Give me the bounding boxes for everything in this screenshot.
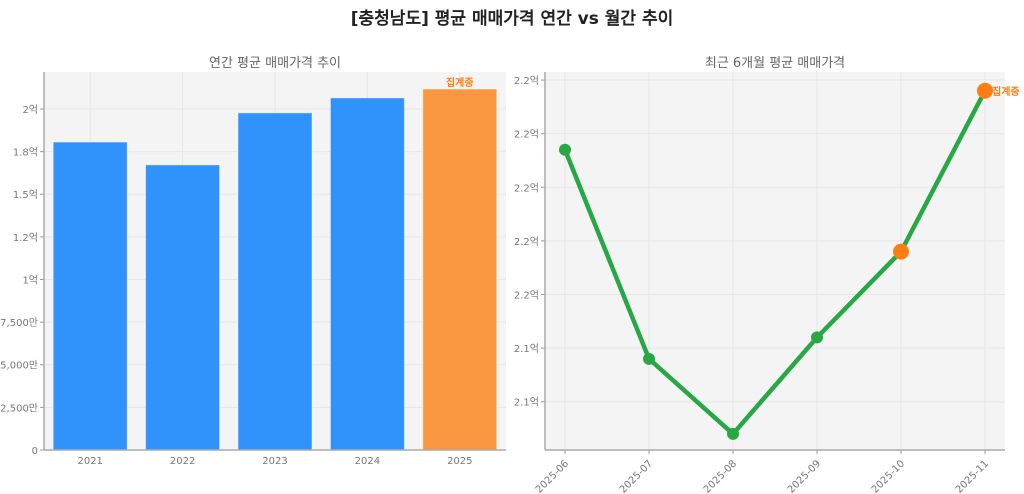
y-tick-label: 7,500만 [0, 317, 38, 329]
y-tick-label: 2.1억 [514, 397, 539, 409]
y-tick-label: 2,500만 [0, 402, 38, 414]
y-tick-label: 2.2억 [514, 236, 539, 248]
bar-2023 [237, 112, 313, 451]
x-tick-label: 2025-08 [702, 458, 739, 494]
y-tick-label: 2.2억 [514, 129, 539, 141]
y-tick-label: 2.2억 [514, 182, 539, 194]
figure-title: [충청남도] 평균 매매가격 연간 vs 월간 추이 [350, 9, 674, 29]
series-line [562, 89, 987, 437]
bar-2025 [422, 88, 498, 451]
x-tick-label: 2025-09 [786, 458, 823, 494]
point-2025-10 [893, 243, 909, 260]
y-tick-label: 2.2억 [514, 75, 539, 87]
x-tick-label: 2025-10 [870, 458, 907, 494]
bar-2022 [145, 164, 221, 451]
y-tick-label: 2.1억 [514, 343, 539, 355]
x-tick-label: 2025 [447, 456, 472, 467]
point-2025-11 [977, 82, 993, 99]
y-tick-label: 0 [32, 446, 38, 457]
plot-area [545, 72, 1005, 450]
x-tick-label: 2022 [170, 456, 195, 467]
y-tick-label: 1.2억 [13, 232, 38, 244]
y-tick-label: 2억 [22, 104, 38, 116]
point-annotation: 집계중 [992, 85, 1020, 98]
bar-2024 [329, 97, 405, 451]
chart-title: 연간 평균 매매가격 추이 [209, 56, 341, 71]
x-tick-label: 2023 [262, 456, 287, 467]
x-tick-label: 2021 [77, 456, 102, 467]
x-tick-label: 2024 [355, 456, 380, 467]
point-2025-07 [643, 352, 655, 365]
point-2025-08 [727, 427, 739, 440]
y-tick-label: 1.5억 [13, 189, 38, 201]
x-tick-label: 2025-11 [954, 458, 991, 494]
y-tick-label: 5,000만 [0, 360, 38, 372]
bar-2021 [52, 141, 128, 451]
y-tick-label: 2.2억 [514, 290, 539, 302]
y-tick-label: 1억 [22, 274, 38, 286]
y-tick-label: 1.8억 [13, 147, 38, 159]
chart-title: 최근 6개월 평균 매매가격 [705, 56, 845, 71]
x-tick-label: 2025-06 [534, 458, 571, 494]
point-2025-06 [559, 143, 571, 156]
point-2025-09 [811, 331, 823, 344]
x-tick-label: 2025-07 [618, 458, 655, 494]
bar-annotation: 집계중 [446, 76, 474, 89]
